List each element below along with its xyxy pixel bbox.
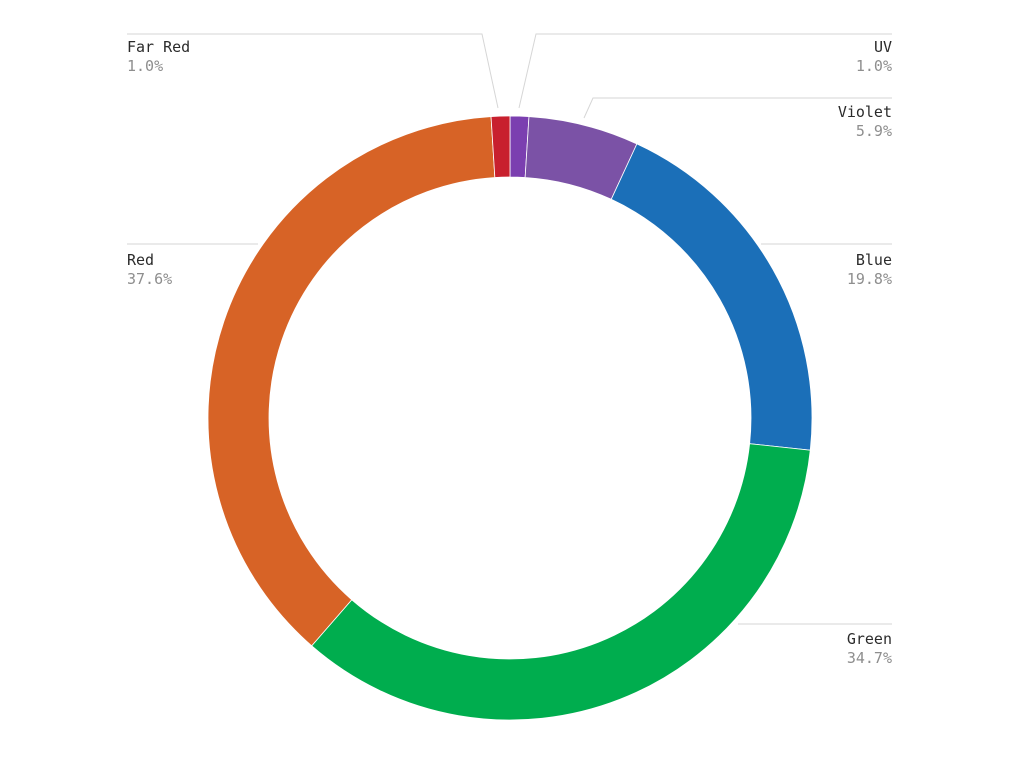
slice-red [207, 116, 496, 647]
slice-value-violet: 5.9% [856, 122, 892, 140]
leader-lines [127, 33, 892, 625]
slice-label-green: Green [847, 630, 892, 648]
slice-value-red: 37.6% [127, 270, 172, 288]
slice-label-red: Red [127, 251, 154, 269]
slice-value-green: 34.7% [847, 649, 892, 667]
leader-line-violet [583, 97, 892, 119]
slice-labels: UV1.0%Violet5.9%Blue19.8%Green34.7%Red37… [127, 38, 892, 667]
donut-slices [207, 115, 813, 721]
slice-label-uv: UV [874, 38, 892, 56]
slice-label-far-red: Far Red [127, 38, 190, 56]
slice-label-blue: Blue [856, 251, 892, 269]
leader-line-uv [518, 33, 892, 109]
slice-green [311, 443, 811, 721]
slice-far-red [490, 115, 511, 178]
slice-label-violet: Violet [838, 103, 892, 121]
slice-blue [610, 143, 813, 451]
slice-value-far-red: 1.0% [127, 57, 163, 75]
slice-value-uv: 1.0% [856, 57, 892, 75]
slice-value-blue: 19.8% [847, 270, 892, 288]
leader-line-far-red [127, 33, 499, 109]
